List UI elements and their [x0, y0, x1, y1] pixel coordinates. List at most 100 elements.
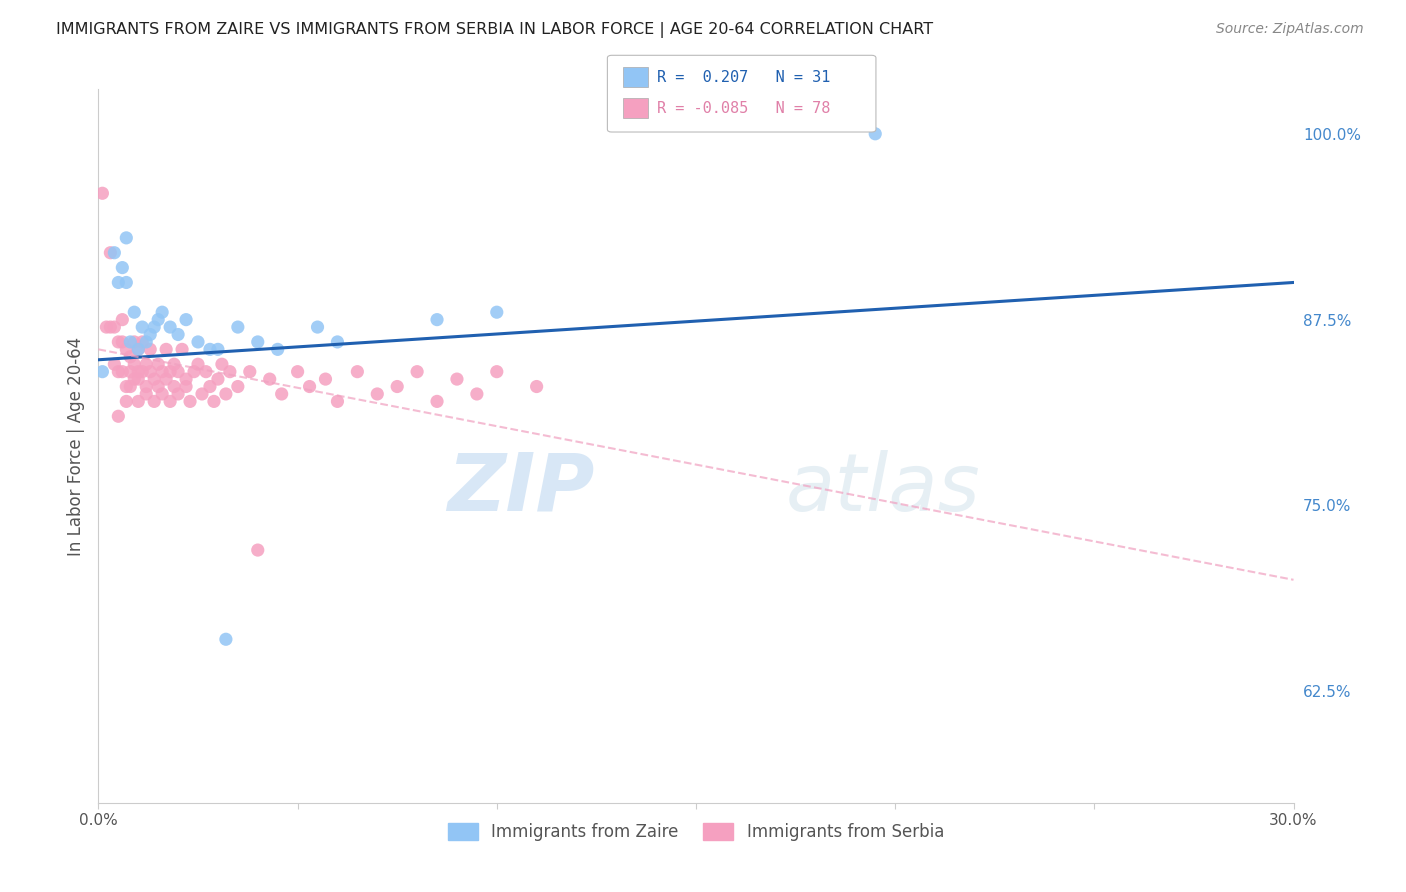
Point	[150, 387, 173, 401]
Point	[111, 260, 134, 275]
Point	[120, 334, 142, 349]
Point	[159, 320, 181, 334]
Point	[115, 276, 138, 290]
Point	[124, 372, 146, 386]
Text: IMMIGRANTS FROM ZAIRE VS IMMIGRANTS FROM SERBIA IN LABOR FORCE | AGE 20-64 CORRE: IMMIGRANTS FROM ZAIRE VS IMMIGRANTS FROM…	[56, 22, 934, 38]
Point	[179, 394, 201, 409]
Point	[139, 327, 162, 342]
Point	[91, 365, 114, 379]
Point	[226, 320, 249, 334]
Point	[191, 387, 214, 401]
Point	[143, 320, 166, 334]
Text: ZIP: ZIP	[447, 450, 595, 528]
Point	[426, 312, 449, 326]
Point	[465, 387, 488, 401]
Point	[207, 343, 229, 357]
Point	[198, 343, 221, 357]
Point	[124, 334, 146, 349]
Point	[107, 365, 129, 379]
Point	[159, 394, 181, 409]
Point	[239, 365, 262, 379]
Point	[366, 387, 388, 401]
Point	[135, 357, 157, 371]
Point	[346, 365, 368, 379]
Point	[103, 245, 125, 260]
Point	[120, 365, 142, 379]
Point	[103, 320, 125, 334]
Point	[198, 379, 221, 393]
Point	[98, 245, 122, 260]
Point	[124, 305, 146, 319]
Point	[139, 365, 162, 379]
Point	[485, 365, 508, 379]
Point	[259, 372, 281, 386]
Legend: Immigrants from Zaire, Immigrants from Serbia: Immigrants from Zaire, Immigrants from S…	[441, 816, 950, 848]
Point	[172, 343, 194, 357]
Point	[174, 379, 197, 393]
Text: Source: ZipAtlas.com: Source: ZipAtlas.com	[1216, 22, 1364, 37]
Text: R = -0.085   N = 78: R = -0.085 N = 78	[657, 101, 830, 116]
Point	[174, 312, 197, 326]
Point	[246, 334, 269, 349]
Point	[115, 231, 138, 245]
Point	[167, 387, 190, 401]
Point	[195, 365, 218, 379]
Point	[207, 372, 229, 386]
Point	[148, 357, 170, 371]
Point	[211, 357, 233, 371]
Point	[135, 334, 157, 349]
Point	[298, 379, 321, 393]
Point	[219, 365, 242, 379]
Point	[103, 357, 125, 371]
Point	[202, 394, 225, 409]
Point	[91, 186, 114, 201]
Point	[183, 365, 205, 379]
Point	[127, 343, 149, 357]
Point	[127, 343, 149, 357]
Text: atlas: atlas	[786, 450, 980, 528]
Point	[107, 409, 129, 424]
Point	[406, 365, 429, 379]
Point	[127, 394, 149, 409]
Point	[143, 372, 166, 386]
Point	[143, 394, 166, 409]
Point	[115, 379, 138, 393]
Point	[131, 334, 153, 349]
Point	[174, 372, 197, 386]
Point	[163, 379, 186, 393]
Point	[155, 343, 177, 357]
Point	[167, 365, 190, 379]
Point	[120, 379, 142, 393]
Point	[111, 334, 134, 349]
Point	[315, 372, 337, 386]
Point	[150, 365, 173, 379]
Point	[96, 320, 118, 334]
Point	[120, 350, 142, 364]
Point	[135, 379, 157, 393]
Point	[159, 365, 181, 379]
Point	[111, 365, 134, 379]
Point	[215, 387, 238, 401]
Point	[148, 379, 170, 393]
Point	[167, 327, 190, 342]
Point	[326, 394, 349, 409]
Point	[385, 379, 409, 393]
Point	[865, 127, 887, 141]
Point	[139, 343, 162, 357]
Point	[127, 372, 149, 386]
Point	[267, 343, 290, 357]
Point	[485, 305, 508, 319]
Y-axis label: In Labor Force | Age 20-64: In Labor Force | Age 20-64	[66, 336, 84, 556]
Point	[115, 343, 138, 357]
Point	[287, 365, 309, 379]
Point	[131, 320, 153, 334]
Point	[246, 543, 269, 558]
Point	[446, 372, 468, 386]
Point	[148, 312, 170, 326]
Point	[135, 387, 157, 401]
Point	[115, 394, 138, 409]
Point	[150, 305, 173, 319]
Point	[98, 320, 122, 334]
Point	[107, 334, 129, 349]
Point	[426, 394, 449, 409]
